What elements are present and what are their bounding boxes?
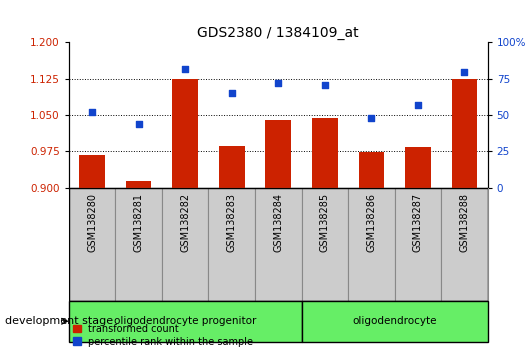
Bar [302, 301, 488, 342]
Text: GSM138287: GSM138287 [413, 193, 423, 252]
Point [321, 82, 329, 87]
Point [367, 115, 376, 121]
Bar [80, 155, 105, 188]
Text: GSM138285: GSM138285 [320, 193, 330, 252]
Text: oligodendrocyte: oligodendrocyte [352, 316, 437, 326]
Bar [219, 147, 244, 188]
Bar [208, 188, 255, 301]
Bar [405, 148, 430, 188]
Point [181, 66, 189, 72]
Text: GSM138284: GSM138284 [273, 193, 283, 252]
Text: GSM138288: GSM138288 [460, 193, 470, 252]
Bar [302, 188, 348, 301]
Bar [358, 152, 384, 188]
Title: GDS2380 / 1384109_at: GDS2380 / 1384109_at [198, 26, 359, 40]
Bar [255, 188, 302, 301]
Point [460, 69, 469, 74]
Text: GSM138286: GSM138286 [366, 193, 376, 252]
Point [227, 90, 236, 96]
Text: development stage: development stage [5, 316, 113, 326]
Bar [69, 188, 116, 301]
Bar [394, 188, 441, 301]
Bar [162, 188, 208, 301]
Text: GSM138283: GSM138283 [227, 193, 237, 252]
Point [274, 80, 282, 86]
Bar [172, 79, 198, 188]
Bar [266, 120, 291, 188]
Bar [69, 301, 302, 342]
Text: GSM138280: GSM138280 [87, 193, 97, 252]
Point [413, 102, 422, 108]
Bar [116, 188, 162, 301]
Bar [441, 188, 488, 301]
Text: GSM138281: GSM138281 [134, 193, 144, 252]
Bar [452, 79, 477, 188]
Point [88, 109, 96, 115]
Bar [348, 188, 394, 301]
Text: GSM138282: GSM138282 [180, 193, 190, 252]
Bar [126, 181, 152, 188]
Bar [312, 119, 338, 188]
Text: oligodendrocyte progenitor: oligodendrocyte progenitor [114, 316, 257, 326]
Legend: transformed count, percentile rank within the sample: transformed count, percentile rank withi… [69, 320, 257, 350]
Point [135, 121, 143, 127]
